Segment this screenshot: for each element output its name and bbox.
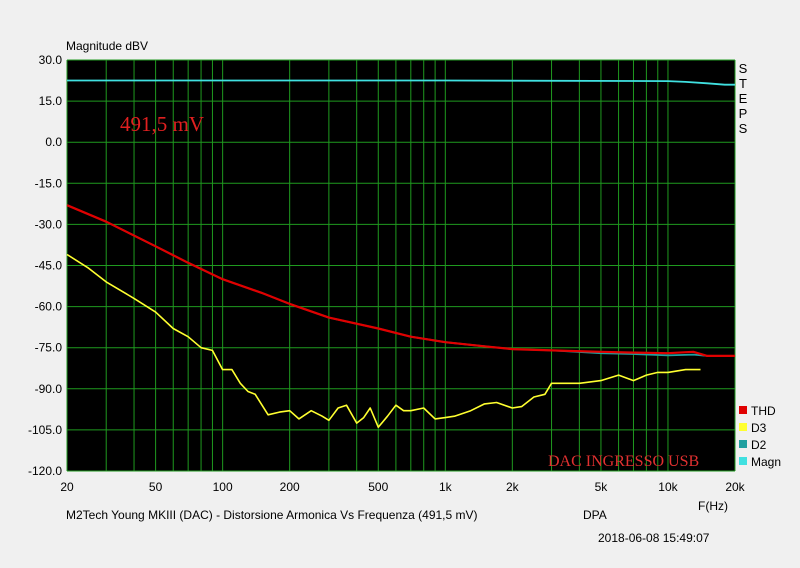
y-tick-label: -75.0 xyxy=(35,341,63,355)
steps-letter: P xyxy=(739,106,748,121)
y-tick-label: 0.0 xyxy=(45,135,62,149)
steps-letter: S xyxy=(739,61,748,76)
y-tick-label: -60.0 xyxy=(35,300,63,314)
x-tick-label: 500 xyxy=(368,480,388,494)
legend-label: Magn xyxy=(751,455,781,469)
x-tick-label: 50 xyxy=(149,480,163,494)
x-axis-label: F(Hz) xyxy=(698,499,728,513)
y-tick-label: 15.0 xyxy=(39,94,63,108)
legend-swatch xyxy=(739,406,747,414)
series-group xyxy=(66,79,735,429)
series-line-d3 xyxy=(66,253,701,429)
legend: THD D3 D2 Magn xyxy=(739,404,781,469)
footer-title: M2Tech Young MKIII (DAC) - Distorsione A… xyxy=(66,508,478,522)
y-tick-label: -15.0 xyxy=(35,176,63,190)
y-tick-label: -30.0 xyxy=(35,217,63,231)
x-tick-label: 200 xyxy=(280,480,300,494)
legend-label: D2 xyxy=(751,438,767,452)
footer-timestamp: 2018-06-08 15:49:07 xyxy=(598,531,710,545)
footer-tag: DPA xyxy=(583,508,607,522)
series-line-magn xyxy=(67,79,735,86)
legend-swatch xyxy=(739,440,747,448)
steps-letter: T xyxy=(739,76,747,91)
legend-label: D3 xyxy=(751,421,767,435)
y-axis-ticks: 30.0 15.0 0.0 -15.0 -30.0 -45.0 -60.0 -75.0 -90.… xyxy=(28,53,62,478)
y-tick-label: -105.0 xyxy=(28,423,62,437)
legend-swatch xyxy=(739,457,747,465)
x-tick-label: 1k xyxy=(439,480,453,494)
legend-swatch xyxy=(739,423,747,431)
x-tick-label: 100 xyxy=(213,480,233,494)
grid xyxy=(66,59,736,472)
y-tick-label: -45.0 xyxy=(35,259,63,273)
y-tick-label: -90.0 xyxy=(35,382,63,396)
x-tick-label: 5k xyxy=(595,480,609,494)
legend-label: THD xyxy=(751,404,776,418)
voltage-annotation: 491,5 mV xyxy=(120,112,204,136)
x-tick-label: 20 xyxy=(60,480,74,494)
steps-letter: S xyxy=(739,121,748,136)
x-tick-label: 10k xyxy=(658,480,678,494)
x-tick-label: 20k xyxy=(725,480,745,494)
x-axis-ticks: 20 50 100 200 500 1k 2k 5k 10k 20k xyxy=(60,480,745,494)
series-line-thd xyxy=(66,204,735,357)
steps-letter: E xyxy=(739,91,748,106)
y-tick-label: -120.0 xyxy=(28,464,62,478)
x-tick-label: 2k xyxy=(506,480,520,494)
condition-annotation: DAC INGRESSO USB xyxy=(548,453,699,470)
y-axis-label: Magnitude dBV xyxy=(66,39,148,53)
y-tick-label: 30.0 xyxy=(39,53,63,67)
